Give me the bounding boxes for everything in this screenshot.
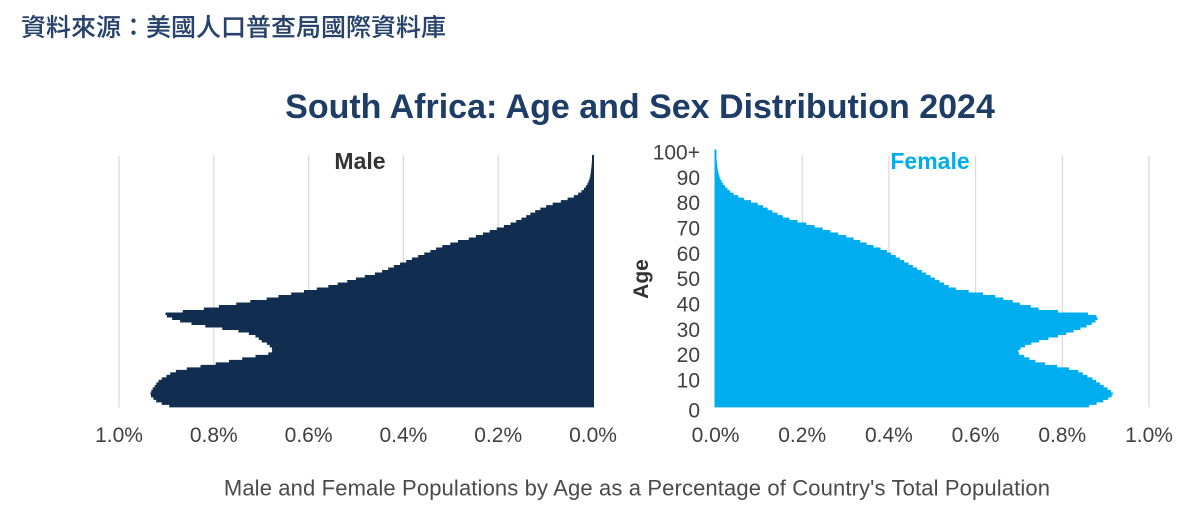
svg-text:Male: Male: [334, 148, 385, 174]
svg-text:South Africa: Age and Sex Dist: South Africa: Age and Sex Distribution 2…: [285, 88, 995, 126]
svg-text:0.6%: 0.6%: [285, 424, 333, 447]
svg-text:0.8%: 0.8%: [190, 424, 238, 447]
svg-text:100+: 100+: [653, 142, 700, 165]
svg-text:10: 10: [677, 370, 700, 393]
svg-text:0.2%: 0.2%: [778, 424, 826, 447]
svg-text:80: 80: [677, 192, 700, 215]
svg-text:0.8%: 0.8%: [1038, 424, 1086, 447]
svg-text:0.0%: 0.0%: [569, 424, 617, 447]
svg-text:Female: Female: [890, 148, 969, 174]
svg-text:1.0%: 1.0%: [1125, 424, 1173, 447]
svg-text:Age: Age: [630, 259, 653, 299]
svg-text:0: 0: [688, 399, 700, 422]
svg-text:0.4%: 0.4%: [865, 424, 913, 447]
svg-text:Male and Female Populations by: Male and Female Populations by Age as a …: [224, 476, 1050, 501]
svg-text:20: 20: [677, 344, 700, 367]
svg-text:0.6%: 0.6%: [952, 424, 1000, 447]
svg-text:60: 60: [677, 243, 700, 266]
svg-text:90: 90: [677, 167, 700, 190]
svg-text:0.2%: 0.2%: [474, 424, 522, 447]
svg-text:70: 70: [677, 218, 700, 241]
svg-text:30: 30: [677, 319, 700, 342]
svg-text:50: 50: [677, 268, 700, 291]
svg-text:40: 40: [677, 294, 700, 317]
svg-text:0.0%: 0.0%: [692, 424, 740, 447]
svg-text:1.0%: 1.0%: [95, 424, 143, 447]
svg-text:0.4%: 0.4%: [379, 424, 427, 447]
